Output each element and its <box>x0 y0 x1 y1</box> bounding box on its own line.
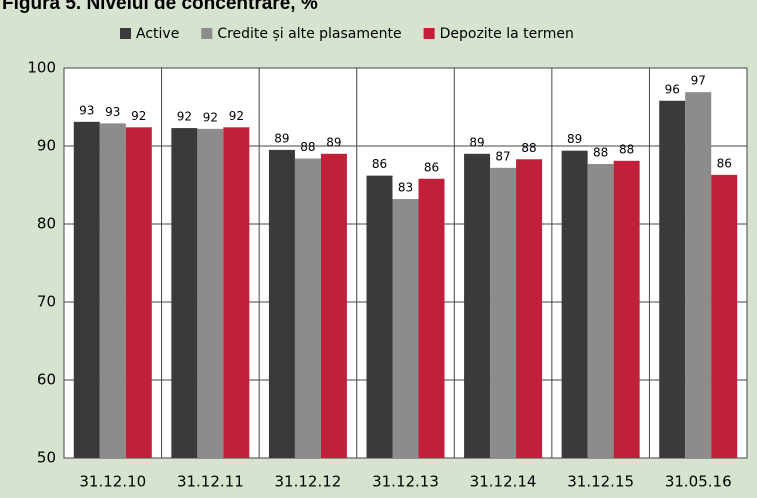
bar <box>99 123 126 458</box>
value-label: 89 <box>469 135 484 149</box>
value-label: 88 <box>300 140 315 154</box>
legend-label: Depozite la termen <box>440 26 574 42</box>
bar <box>490 167 517 458</box>
bar <box>659 100 686 458</box>
bar <box>561 150 588 458</box>
value-label: 96 <box>665 82 680 96</box>
x-tick-label: 31.12.13 <box>372 473 439 491</box>
value-label: 92 <box>131 109 146 123</box>
value-label: 86 <box>717 156 732 170</box>
bar <box>223 127 250 458</box>
bar <box>73 121 100 458</box>
bar <box>516 159 543 458</box>
value-label: 89 <box>274 131 289 145</box>
bar <box>366 175 393 458</box>
y-tick-label: 70 <box>37 293 56 311</box>
value-label: 88 <box>593 145 608 159</box>
legend-swatch <box>423 28 435 39</box>
chart-title: Figura 5. Nivelul de concentrare, % <box>2 0 318 14</box>
value-label: 93 <box>79 103 94 117</box>
y-tick-label: 60 <box>37 371 56 389</box>
value-label: 87 <box>495 149 510 163</box>
value-label: 88 <box>521 141 536 155</box>
value-label: 88 <box>619 142 634 156</box>
value-label: 83 <box>398 181 413 195</box>
value-label: 92 <box>229 109 244 123</box>
legend-label: Credite și alte plasamente <box>217 26 401 42</box>
x-tick-label: 31.12.15 <box>567 473 634 491</box>
bar <box>294 158 321 459</box>
y-tick-label: 100 <box>27 59 56 77</box>
value-label: 89 <box>326 135 341 149</box>
x-tick-label: 31.12.14 <box>470 473 537 491</box>
y-tick-label: 80 <box>37 215 56 233</box>
bar <box>197 128 224 458</box>
value-label: 97 <box>691 74 706 88</box>
bar <box>587 163 614 458</box>
legend-swatch <box>201 28 213 39</box>
x-tick-label: 31.12.10 <box>79 473 146 491</box>
bar <box>464 153 491 459</box>
y-tick-label: 50 <box>37 449 56 467</box>
legend-label: Active <box>136 26 179 42</box>
bar <box>268 149 295 458</box>
bar <box>171 128 198 458</box>
bar <box>320 153 347 459</box>
value-label: 92 <box>177 110 192 124</box>
bar <box>613 160 640 458</box>
bar <box>392 199 419 459</box>
x-tick-label: 31.12.11 <box>177 473 244 491</box>
x-tick-label: 31.05.16 <box>665 473 732 491</box>
x-tick-label: 31.12.12 <box>275 473 342 491</box>
y-tick-label: 90 <box>37 137 56 155</box>
value-label: 92 <box>203 110 218 124</box>
value-label: 89 <box>567 132 582 146</box>
value-label: 86 <box>424 160 439 174</box>
bar <box>711 174 738 459</box>
legend-swatch <box>120 28 131 39</box>
bar <box>418 178 445 458</box>
bar <box>125 127 152 458</box>
value-label: 86 <box>372 157 387 171</box>
bar <box>685 92 712 459</box>
value-label: 93 <box>105 105 120 119</box>
